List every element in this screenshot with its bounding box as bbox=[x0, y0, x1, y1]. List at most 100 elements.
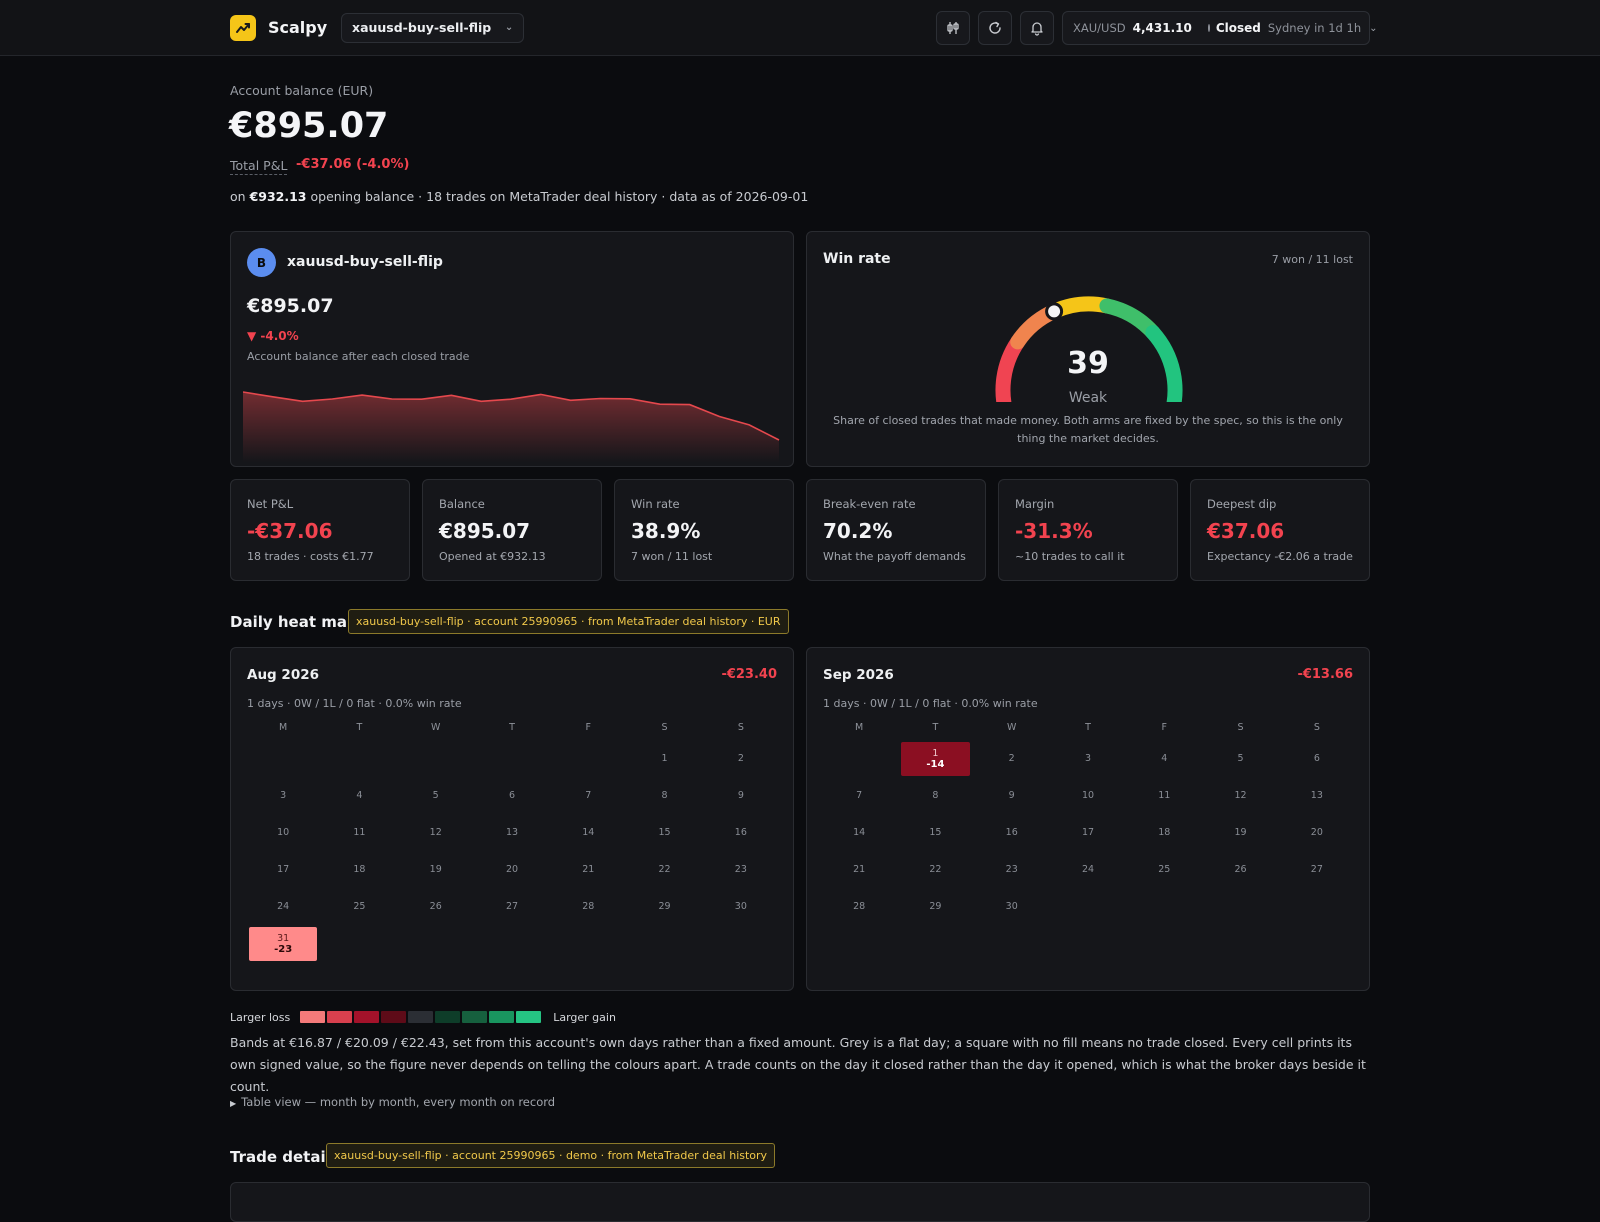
total-pnl-label[interactable]: Total P&L bbox=[230, 158, 288, 175]
calendar-day: 23 bbox=[707, 853, 775, 887]
calendar-day: 28 bbox=[825, 890, 893, 924]
balance-sparkline bbox=[243, 391, 780, 462]
legend-gain-label: Larger gain bbox=[553, 1010, 616, 1024]
calendar-day: 22 bbox=[630, 853, 698, 887]
calendar-day-number: 22 bbox=[658, 864, 671, 875]
calendar-empty-cell bbox=[402, 742, 470, 776]
calendar-day-number: 3 bbox=[280, 790, 287, 801]
heatmap-bands-note: Bands at €16.87 / €20.09 / €22.43, set f… bbox=[230, 1035, 1366, 1094]
gauge-segment-red bbox=[995, 334, 1026, 402]
summary-details: opening balance · 18 trades on MetaTrade… bbox=[310, 189, 809, 204]
table-view-toggle[interactable]: ▶ Table view — month by month, every mont… bbox=[230, 1095, 555, 1109]
calendar-day: 27 bbox=[1283, 853, 1351, 887]
calendar-day: 20 bbox=[1283, 816, 1351, 850]
calendar-month-summary: 1 days · 0W / 1L / 0 flat · 0.0% win rat… bbox=[823, 697, 1038, 710]
stat-value: 38.9% bbox=[631, 519, 701, 543]
calendar-day-number: 28 bbox=[853, 901, 866, 912]
strategy-card-caption: Account balance after each closed trade bbox=[247, 350, 470, 363]
calendar-day: 25 bbox=[1130, 853, 1198, 887]
gauge-marker bbox=[1045, 302, 1064, 321]
win-rate-note: Share of closed trades that made money. … bbox=[833, 414, 1343, 445]
calendar-day[interactable]: 1 -14 bbox=[901, 741, 970, 776]
calendar-day: 15 bbox=[901, 816, 969, 850]
top-bar: Scalpy xauusd-buy-sell-flip ⌄ XAU/USD 4,… bbox=[0, 0, 1600, 56]
calendar-day: 10 bbox=[249, 816, 317, 850]
calendar-grid: M T W T F S S 1 -14 2 3 4 5 6 7 8 9 10 11 12 13 14 15 16 17 18 19 2… bbox=[823, 722, 1353, 925]
calendar-day-number: 3 bbox=[1084, 753, 1092, 764]
calendar-day: 17 bbox=[249, 853, 317, 887]
strategy-card-name: xauusd-buy-sell-flip bbox=[287, 254, 443, 270]
candlestick-button[interactable] bbox=[936, 11, 970, 45]
calendar-day: 21 bbox=[554, 853, 622, 887]
heatmap-title: Daily heat map bbox=[230, 613, 358, 631]
calendar-day: 3 bbox=[249, 779, 317, 813]
heatmap-legend: Larger loss Larger gain bbox=[230, 1010, 616, 1024]
market-ticker[interactable]: XAU/USD 4,431.10 Closed Sydney in 1d 1h … bbox=[1062, 11, 1378, 45]
stat-subtext: 18 trades · costs €1.77 bbox=[247, 550, 374, 563]
weekday-header: T bbox=[1085, 722, 1091, 733]
calendar-day-number: 15 bbox=[658, 827, 671, 838]
calendar-day: 6 bbox=[478, 779, 546, 813]
account-summary: on €932.13 opening balance · 18 trades o… bbox=[230, 189, 808, 204]
calendar-day-number: 8 bbox=[932, 790, 939, 801]
strategy-card[interactable]: B xauusd-buy-sell-flip €895.07 ▼ -4.0% A… bbox=[230, 231, 794, 467]
calendar-day-number: 23 bbox=[1005, 864, 1018, 875]
strategy-card-balance: €895.07 bbox=[247, 295, 334, 317]
refresh-button[interactable] bbox=[978, 11, 1012, 45]
calendar-day-pnl: -14 bbox=[926, 758, 945, 770]
stat-value: -31.3% bbox=[1015, 519, 1093, 543]
stat-label: Break-even rate bbox=[823, 497, 916, 511]
legend-swatch bbox=[435, 1011, 461, 1023]
calendar-day: 19 bbox=[402, 853, 470, 887]
stat-label: Deepest dip bbox=[1207, 497, 1277, 511]
strategy-select[interactable]: xauusd-buy-sell-flip ⌄ bbox=[341, 13, 525, 43]
calendar-day: 4 bbox=[1130, 742, 1198, 776]
sparkline-area bbox=[243, 392, 779, 462]
trade-detail-source-tag: xauusd-buy-sell-flip · account 25990965 … bbox=[326, 1143, 776, 1168]
calendar-day: 12 bbox=[1206, 779, 1274, 813]
calendar-day-number: 17 bbox=[277, 864, 290, 875]
stat-card: Win rate 38.9% 7 won / 11 lost bbox=[614, 479, 794, 581]
calendar-day: 22 bbox=[901, 853, 969, 887]
weekday-header: S bbox=[661, 722, 668, 733]
stat-subtext: ~10 trades to call it bbox=[1015, 550, 1125, 563]
strategy-card-change: ▼ -4.0% bbox=[247, 329, 299, 343]
calendar-day-number: 22 bbox=[929, 864, 942, 875]
calendar-day: 17 bbox=[1054, 816, 1122, 850]
legend-swatch bbox=[489, 1011, 515, 1023]
calendar-day-number: 16 bbox=[734, 827, 747, 838]
calendar-day: 7 bbox=[554, 779, 622, 813]
calendar-day: 8 bbox=[901, 779, 969, 813]
stat-card: Net P&L -€37.06 18 trades · costs €1.77 bbox=[230, 479, 410, 581]
calendar-day: 16 bbox=[978, 816, 1046, 850]
app-name[interactable]: Scalpy bbox=[268, 18, 328, 37]
weekday-header: S bbox=[1237, 722, 1244, 733]
calendar-day: 18 bbox=[325, 853, 393, 887]
calendar-day: 16 bbox=[707, 816, 775, 850]
calendar-day[interactable]: 31 -23 bbox=[249, 926, 318, 961]
weekday-header: M bbox=[279, 722, 288, 733]
calendar-day: 24 bbox=[1054, 853, 1122, 887]
stat-label: Net P&L bbox=[247, 497, 294, 511]
legend-swatch bbox=[327, 1011, 353, 1023]
account-balance: €895.07 bbox=[229, 106, 389, 146]
trade-detail-title: Trade detail bbox=[230, 1148, 331, 1166]
stat-subtext: Expectancy -€2.06 a trade bbox=[1207, 550, 1353, 563]
calendar-day-number: 4 bbox=[1161, 753, 1168, 764]
chart-trend-icon[interactable] bbox=[230, 15, 256, 41]
gauge-segment-green bbox=[1099, 298, 1161, 340]
calendar-day: 4 bbox=[325, 779, 393, 813]
opening-balance: €932.13 bbox=[249, 189, 307, 204]
calendar-day: 30 bbox=[978, 890, 1046, 924]
win-rate-count: 7 won / 11 lost bbox=[1271, 253, 1353, 266]
market-next-open: Sydney in 1d 1h bbox=[1267, 21, 1362, 35]
stat-label: Balance bbox=[439, 497, 485, 511]
weekday-header: T bbox=[509, 722, 515, 733]
calendar-day: 13 bbox=[478, 816, 546, 850]
notifications-button[interactable] bbox=[1020, 11, 1054, 45]
calendar-day-number: 30 bbox=[1005, 901, 1018, 912]
calendar-day: 19 bbox=[1206, 816, 1274, 850]
calendar-day: 5 bbox=[1206, 742, 1274, 776]
calendar-empty-cell bbox=[249, 742, 317, 776]
calendar-day: 15 bbox=[630, 816, 698, 850]
